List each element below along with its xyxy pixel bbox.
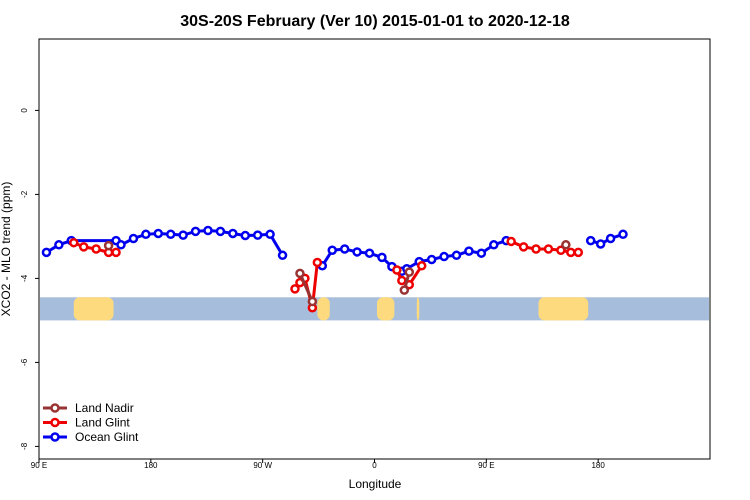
data-point [103,240,114,251]
data-point [290,284,300,294]
y-axis: 0 -2 -4 -6 -8 [20,108,39,450]
x-axis-label: Longitude [349,477,402,491]
data-point [531,244,541,254]
data-point [561,240,571,250]
legend-marker [50,403,60,413]
data-point [153,228,164,239]
legend-item: Land Nadir [43,401,134,415]
data-point [451,250,462,261]
data-point [252,230,263,240]
data-point [228,228,238,239]
data-point [240,230,251,241]
data-point [464,246,474,256]
data-point [506,236,516,247]
data-point [605,233,616,244]
data-point [203,225,213,236]
series-line [590,232,624,246]
series-land-nadir [103,240,571,307]
series-land-glint [69,236,584,313]
data-point [190,226,201,237]
data-point [215,226,226,237]
legend-label: Ocean Glint [75,430,139,444]
chart-title: 30S-20S February (Ver 10) 2015-01-01 to … [180,13,570,30]
data-point [41,247,52,258]
data-point [312,257,323,268]
land-ocean-band [40,297,709,321]
land-region [376,297,395,321]
data-point [404,267,415,277]
y-tick-label: 0 [20,108,29,113]
data-point [476,248,487,258]
x-tick-label: 180 [144,461,158,470]
data-point [69,237,79,248]
y-axis-label: XCO2 - MLO trend (ppm) [0,182,13,317]
data-point [307,296,318,307]
data-point [364,248,375,258]
data-point [265,229,275,240]
data-point [78,242,89,252]
data-point [618,229,628,240]
data-point [392,265,402,275]
data-point [543,244,554,254]
data-point [116,240,126,250]
data-point [91,244,101,254]
data-point [595,239,606,249]
data-point [377,252,387,263]
data-point [111,247,121,258]
plot-frame [38,38,711,460]
x-tick-label: 180 [591,461,605,470]
legend-item: Land Glint [43,416,130,430]
y-tick-label: -6 [20,358,29,366]
data-point [54,240,64,250]
y-tick-label: -2 [20,190,29,198]
land-region [317,297,330,321]
data-point [327,245,338,256]
legend-label: Land Glint [75,416,130,430]
land-region [73,297,114,321]
x-tick-label: 90 E [31,461,47,470]
data-point [295,268,305,279]
data-point [178,230,188,240]
data-point [397,275,407,286]
data-point [585,235,596,246]
data-point [339,244,350,254]
data-point [566,247,576,258]
data-point [416,261,427,271]
data-point [556,245,566,256]
data-point [489,240,499,250]
land-region [538,297,589,321]
data-point [128,233,139,244]
y-tick-label: -4 [20,274,29,282]
x-tick-label: 90 W [253,461,272,470]
ocean-band [40,297,709,321]
x-axis: 90 E 180 90 W 0 90 E 180 [31,458,710,470]
data-point [277,250,288,261]
series-line [298,272,314,303]
data-point [399,285,410,295]
data-point [352,247,362,257]
legend-item: Ocean Glint [43,430,139,444]
legend-marker [50,432,60,442]
data-point [573,247,584,258]
land-region [416,297,420,321]
data-point [141,229,151,240]
x-tick-label: 0 [372,461,377,470]
y-tick-label: -8 [20,442,29,450]
series-layer [41,225,628,313]
data-point [426,254,437,265]
data-point [518,242,529,252]
legend-label: Land Nadir [75,401,134,415]
data-point [439,251,449,262]
data-point [165,229,176,240]
x-tick-label: 90 E [478,461,494,470]
legend-marker [50,417,60,428]
